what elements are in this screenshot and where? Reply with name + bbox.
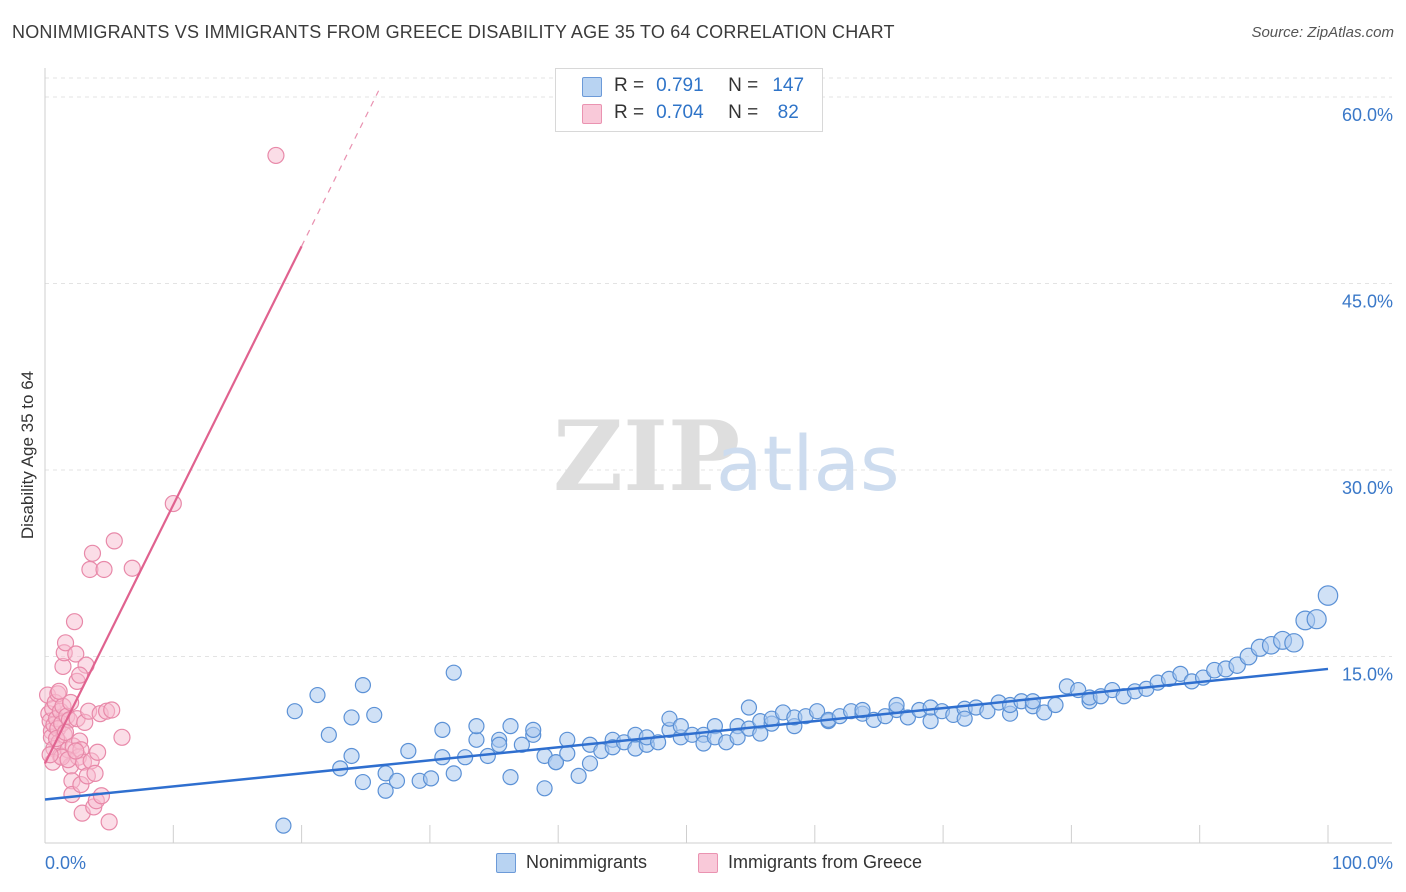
nonimmigrant-point [525, 721, 542, 738]
nonimmigrant-point [502, 769, 519, 786]
legend-n-label: N = [728, 75, 759, 96]
nonimmigrant-point [559, 745, 576, 762]
immigrant-point [267, 146, 285, 165]
trendlines [44, 90, 1329, 801]
immigrant-point [113, 728, 131, 746]
nonimmigrant-point [1047, 696, 1064, 714]
legend-r-value: 0.704 [656, 102, 704, 123]
nonimmigrant-point [1172, 665, 1189, 683]
x-tick-label: 0.0% [45, 853, 86, 873]
nonimmigrants-points [275, 585, 1339, 834]
y-tick-label: 15.0% [1342, 665, 1393, 685]
x-tick-label: 100.0% [1332, 853, 1393, 873]
nonimmigrant-point [581, 755, 599, 772]
nonimmigrant-point [740, 699, 758, 716]
nonimmigrants-trendline [44, 667, 1329, 801]
nonimmigrant-point [513, 736, 530, 753]
nonimmigrant-point [570, 767, 587, 784]
bottom-legend-swatch-pink [698, 852, 718, 873]
watermark-atlas: atlas [716, 419, 900, 508]
nonimmigrant-point [888, 696, 905, 714]
nonimmigrant-point [354, 676, 372, 694]
nonimmigrant-point [1036, 704, 1053, 721]
nonimmigrant-point [400, 742, 417, 760]
nonimmigrant-point [388, 772, 406, 789]
watermark-zip: ZIP [553, 400, 740, 513]
immigrant-point [105, 532, 123, 550]
nonimmigrant-point [956, 710, 973, 727]
bottom-legend-nonimmigrants: Nonimmigrants [496, 852, 647, 873]
nonimmigrant-point [1306, 609, 1327, 630]
immigrant-point [50, 682, 68, 700]
nonimmigrant-point [343, 709, 360, 726]
legend-r-label: R = [614, 75, 645, 96]
nonimmigrant-point [275, 817, 292, 834]
immigrant-point [95, 560, 113, 579]
watermark: ZIP atlas [553, 400, 900, 513]
y-tick-label: 60.0% [1342, 105, 1393, 125]
legend-n-value: 147 [772, 75, 805, 96]
immigrant-point [86, 764, 104, 782]
nonimmigrant-point [808, 703, 826, 720]
nonimmigrant-point [354, 773, 372, 791]
immigrant-point [92, 787, 111, 805]
source-credit: Source: ZipAtlas.com [1251, 24, 1394, 41]
nonimmigrant-point [286, 703, 303, 720]
nonimmigrant-point [377, 782, 394, 799]
legend-swatch-nonimmigrants [582, 77, 602, 97]
nonimmigrant-point [366, 706, 383, 724]
nonimmigrant-point [320, 726, 337, 743]
nonimmigrant-point [343, 747, 360, 765]
immigrant-point [103, 701, 121, 719]
bottom-legend-label: Nonimmigrants [526, 852, 648, 872]
bottom-legend-label: Immigrants from Greece [728, 852, 923, 872]
chart-title: NONIMMIGRANTS VS IMMIGRANTS FROM GREECE … [12, 22, 895, 42]
y-tick-label: 30.0% [1342, 478, 1393, 498]
immigrant-point [123, 559, 141, 577]
immigrant-point [65, 613, 84, 631]
immigrants-trendline [44, 245, 303, 764]
nonimmigrant-point [536, 780, 553, 797]
nonimmigrant-point [1024, 693, 1041, 710]
legend-r-value: 0.791 [656, 75, 704, 96]
nonimmigrant-point [502, 718, 519, 735]
y-tick-label: 45.0% [1342, 292, 1393, 312]
legend-row-nonimmigrants: R = 0.791 N = 147 [614, 73, 808, 99]
nonimmigrant-point [445, 765, 462, 782]
immigrant-point [100, 813, 118, 831]
legend-row-immigrants: R = 0.704 N = 82 [614, 100, 808, 126]
legend-swatch-immigrants [582, 104, 602, 124]
nonimmigrant-point [468, 718, 485, 735]
immigrant-point [83, 544, 102, 562]
nonimmigrant-point [468, 731, 485, 748]
nonimmigrant-point [434, 749, 451, 766]
gridlines [45, 77, 1392, 657]
legend: R = 0.791 N = 147 R = 0.704 N = 82 [555, 68, 823, 132]
nonimmigrant-point [1317, 585, 1339, 606]
immigrants-trendline-extension [301, 90, 380, 247]
bottom-legend-swatch-blue [496, 852, 516, 873]
legend-n-label: N = [728, 102, 759, 123]
nonimmigrant-point [422, 770, 440, 787]
immigrant-point [89, 743, 107, 761]
nonimmigrant-point [899, 709, 917, 726]
nonimmigrant-point [445, 664, 462, 681]
nonimmigrant-point [661, 710, 678, 727]
nonimmigrant-point [547, 754, 565, 771]
immigrant-point [67, 645, 85, 663]
nonimmigrant-point [491, 736, 508, 753]
immigrant-point [67, 742, 85, 760]
nonimmigrant-point [1284, 633, 1304, 653]
immigrants-points [38, 146, 285, 831]
y-axis-label: Disability Age 35 to 64 [18, 371, 37, 539]
immigrant-point [56, 634, 75, 652]
nonimmigrant-point [309, 686, 326, 704]
nonimmigrant-point [434, 721, 451, 738]
tick-labels: 15.0% 30.0% 45.0% 60.0% 0.0% 100.0% [45, 105, 1393, 873]
legend-r-label: R = [614, 102, 645, 123]
legend-n-value: 82 [777, 102, 799, 123]
bottom-legend-immigrants: Immigrants from Greece [698, 852, 922, 873]
